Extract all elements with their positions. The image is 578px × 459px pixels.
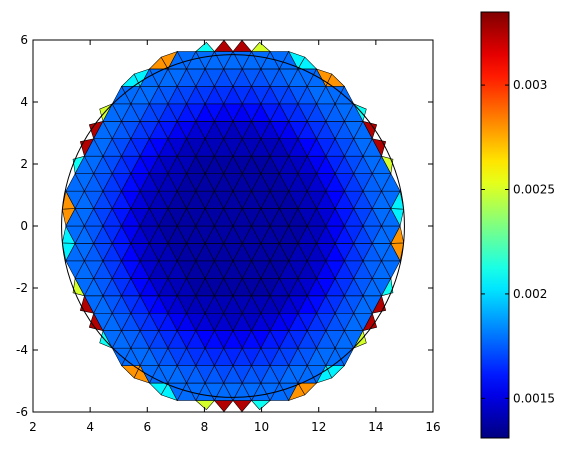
colorbar-gradient bbox=[481, 12, 509, 438]
colorbar-tick-label: 0.0025 bbox=[513, 183, 555, 197]
colorbar-tick-label: 0.002 bbox=[513, 287, 547, 301]
x-tick-label: 12 bbox=[311, 420, 326, 434]
mesh-element-607 bbox=[297, 56, 318, 70]
x-tick-label: 8 bbox=[201, 420, 209, 434]
mesh-element-2 bbox=[232, 400, 253, 412]
y-tick-label: -4 bbox=[16, 343, 28, 357]
mesh-element-305 bbox=[390, 225, 405, 244]
y-tick-label: 2 bbox=[20, 157, 28, 171]
x-tick-label: 6 bbox=[143, 420, 151, 434]
mesh-element-609 bbox=[213, 40, 234, 52]
y-tick-label: 4 bbox=[20, 95, 28, 109]
colorbar: 0.003 0.0025 0.002 0.0015 bbox=[480, 11, 555, 439]
x-axis: 2 4 6 8 10 12 14 16 bbox=[29, 40, 441, 434]
colorbar-tick-label: 0.003 bbox=[513, 78, 547, 92]
disk-outline bbox=[61, 54, 405, 398]
mesh-element-3 bbox=[250, 400, 271, 411]
mesh-element-196 bbox=[381, 277, 394, 297]
y-tick-label: -2 bbox=[16, 281, 28, 295]
colorbar-ticks: 0.003 0.0025 0.002 0.0015 bbox=[481, 78, 555, 405]
colorbar-frame bbox=[480, 11, 510, 439]
colorbar-tick-label: 0.0015 bbox=[513, 391, 555, 405]
x-tick-label: 2 bbox=[29, 420, 37, 434]
mesh-disk bbox=[61, 40, 405, 412]
y-tick-label: 0 bbox=[20, 219, 28, 233]
mesh-element-414 bbox=[381, 173, 401, 192]
x-tick-label: 10 bbox=[254, 420, 269, 434]
mesh-element-608 bbox=[195, 41, 216, 52]
y-axis: 6 4 2 0 -2 -4 -6 bbox=[16, 33, 433, 419]
mesh-element-97 bbox=[353, 329, 367, 349]
mesh-element-379 bbox=[390, 190, 405, 210]
y-tick-label: 6 bbox=[20, 33, 28, 47]
mesh-element-1 bbox=[213, 400, 234, 412]
mesh-element-610 bbox=[232, 40, 253, 52]
x-tick-label: 4 bbox=[86, 420, 94, 434]
x-tick-label: 14 bbox=[368, 420, 383, 434]
mesh-element-611 bbox=[250, 41, 271, 52]
y-tick-label: -6 bbox=[16, 405, 28, 419]
mesh-element-449 bbox=[381, 155, 394, 175]
mesh-element-0 bbox=[195, 400, 216, 411]
mesh-element-161 bbox=[371, 295, 387, 314]
mesh-element-542 bbox=[353, 103, 367, 123]
mesh-element-590 bbox=[325, 73, 346, 87]
x-tick-label: 16 bbox=[425, 420, 440, 434]
mesh-element-482 bbox=[371, 138, 387, 157]
plot-area: 2 4 6 8 10 12 14 16 6 4 2 0 -2 -4 -6 bbox=[16, 33, 441, 434]
